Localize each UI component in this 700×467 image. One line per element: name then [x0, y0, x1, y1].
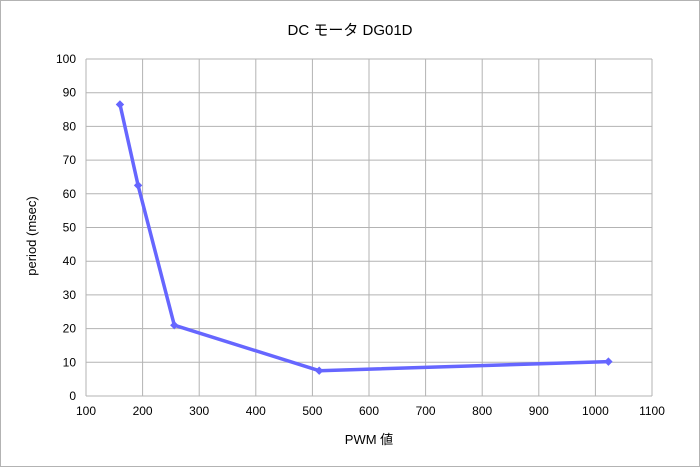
- data-point-marker: [170, 321, 179, 330]
- y-tick-label: 50: [63, 221, 77, 235]
- y-tick-label: 30: [63, 288, 77, 302]
- y-tick-label: 80: [63, 119, 77, 133]
- y-tick-label: 100: [56, 52, 76, 66]
- x-tick-label: 500: [302, 404, 322, 418]
- y-tick-label: 40: [63, 254, 77, 268]
- y-tick-labels: 0 10 20 30 40 50 60 70 80 90 100: [56, 52, 76, 403]
- y-tick-label: 20: [63, 322, 77, 336]
- x-tick-label: 600: [359, 404, 379, 418]
- data-point-marker: [115, 100, 125, 109]
- gridlines: [85, 58, 653, 397]
- chart-title: DC モータ DG01D: [287, 22, 412, 39]
- x-tick-label: 1000: [582, 404, 609, 418]
- x-tick-label: 900: [529, 404, 549, 418]
- x-tick-label: 200: [133, 404, 153, 418]
- x-axis-title: PWM 値: [345, 432, 393, 447]
- y-axis-title: period (msec): [24, 196, 39, 275]
- y-tick-label: 10: [63, 355, 77, 369]
- y-tick-label: 60: [63, 187, 77, 201]
- y-tick-label: 70: [63, 153, 77, 167]
- x-tick-label: 800: [472, 404, 492, 418]
- x-tick-label: 1100: [639, 404, 665, 418]
- x-tick-label: 300: [189, 404, 209, 418]
- x-tick-label: 100: [76, 404, 96, 418]
- x-tick-label: 400: [246, 404, 266, 418]
- x-tick-label: 700: [416, 404, 436, 418]
- data-point-marker: [604, 357, 613, 366]
- data-point-marker: [133, 181, 143, 190]
- series-layer: [115, 100, 613, 375]
- x-tick-labels: 100 200 300 400 500 600 700 800 900 1000 1100: [76, 404, 665, 418]
- y-tick-label: 90: [63, 86, 77, 100]
- data-point-marker: [314, 366, 324, 375]
- y-tick-label: 0: [69, 389, 76, 403]
